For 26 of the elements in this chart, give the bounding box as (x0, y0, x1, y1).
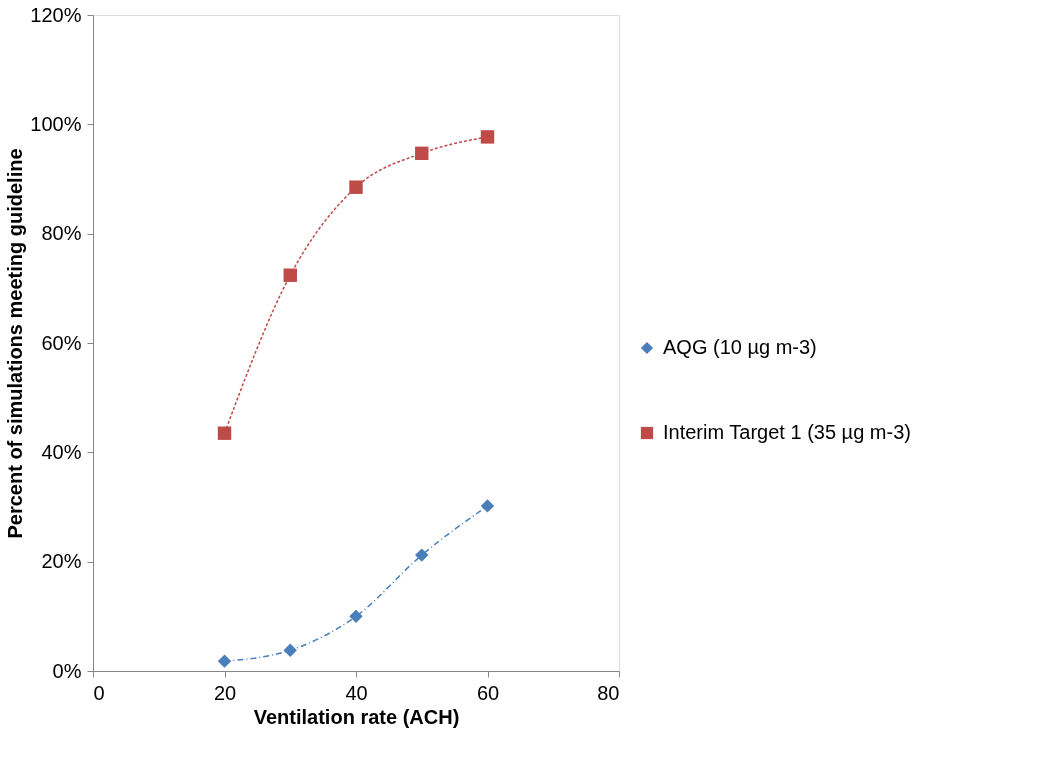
y-tick-label: 20% (41, 550, 82, 573)
x-tick-label: 40 (345, 681, 368, 704)
point (283, 268, 297, 282)
y-tick-label: 120% (30, 3, 82, 26)
point (283, 643, 297, 657)
x-axis-title: Ventilation rate (ACH) (253, 705, 460, 728)
x-tick-label: 60 (476, 681, 500, 704)
x-tick-label: 0 (93, 681, 105, 704)
y-tick-label: 60% (41, 331, 82, 354)
y-tick-label: 40% (41, 440, 82, 463)
point (415, 548, 429, 562)
point (480, 499, 495, 513)
y-tick-label: 0% (52, 659, 82, 682)
point (349, 180, 363, 194)
point (217, 654, 232, 668)
legend-label: Interim Target 1 (35 µg m-3) (663, 421, 911, 443)
y-tick-label: 80% (41, 222, 82, 245)
legend-label: AQG (10 µg m-3) (663, 336, 817, 358)
y-tick-label: 100% (30, 112, 82, 135)
x-tick-label: 20 (213, 681, 237, 704)
x-tick-label: 80 (597, 681, 620, 704)
point (480, 130, 495, 144)
point (349, 609, 363, 624)
point (217, 426, 232, 440)
point (415, 146, 429, 161)
y-axis-title: Percent of simulations meeting guideline (4, 148, 27, 539)
